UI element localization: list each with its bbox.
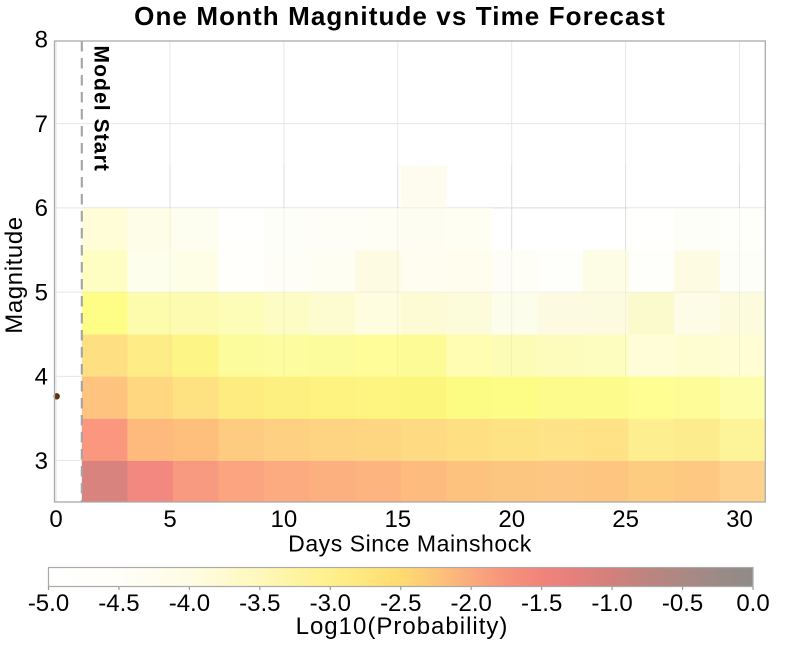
svg-text:7: 7 [35, 111, 48, 138]
svg-text:-5.0: -5.0 [28, 590, 69, 617]
svg-text:0.0: 0.0 [736, 590, 769, 617]
svg-text:One Month Magnitude vs Time Fo: One Month Magnitude vs Time Forecast [134, 1, 666, 31]
svg-text:15: 15 [384, 506, 411, 533]
svg-text:10: 10 [271, 506, 298, 533]
svg-text:30: 30 [726, 506, 753, 533]
svg-text:-2.5: -2.5 [380, 590, 421, 617]
svg-text:Model Start: Model Start [90, 46, 113, 172]
svg-text:Magnitude: Magnitude [1, 216, 28, 333]
svg-text:Days Since Mainshock: Days Since Mainshock [288, 531, 532, 557]
svg-text:25: 25 [612, 506, 639, 533]
svg-text:3: 3 [35, 448, 48, 475]
svg-text:4: 4 [35, 364, 48, 391]
svg-text:5: 5 [35, 279, 48, 306]
svg-text:Log10(Probability): Log10(Probability) [296, 613, 509, 640]
svg-text:6: 6 [35, 195, 48, 222]
svg-text:-0.5: -0.5 [662, 590, 703, 617]
svg-text:8: 8 [35, 27, 48, 54]
svg-text:0: 0 [49, 506, 62, 533]
svg-text:-1.5: -1.5 [521, 590, 562, 617]
svg-text:-2.0: -2.0 [451, 590, 492, 617]
svg-text:-3.0: -3.0 [310, 590, 351, 617]
svg-text:-1.0: -1.0 [591, 590, 632, 617]
svg-text:20: 20 [498, 506, 525, 533]
svg-text:-3.5: -3.5 [239, 590, 280, 617]
svg-text:-4.5: -4.5 [98, 590, 139, 617]
svg-text:5: 5 [163, 506, 176, 533]
svg-text:-4.0: -4.0 [169, 590, 210, 617]
